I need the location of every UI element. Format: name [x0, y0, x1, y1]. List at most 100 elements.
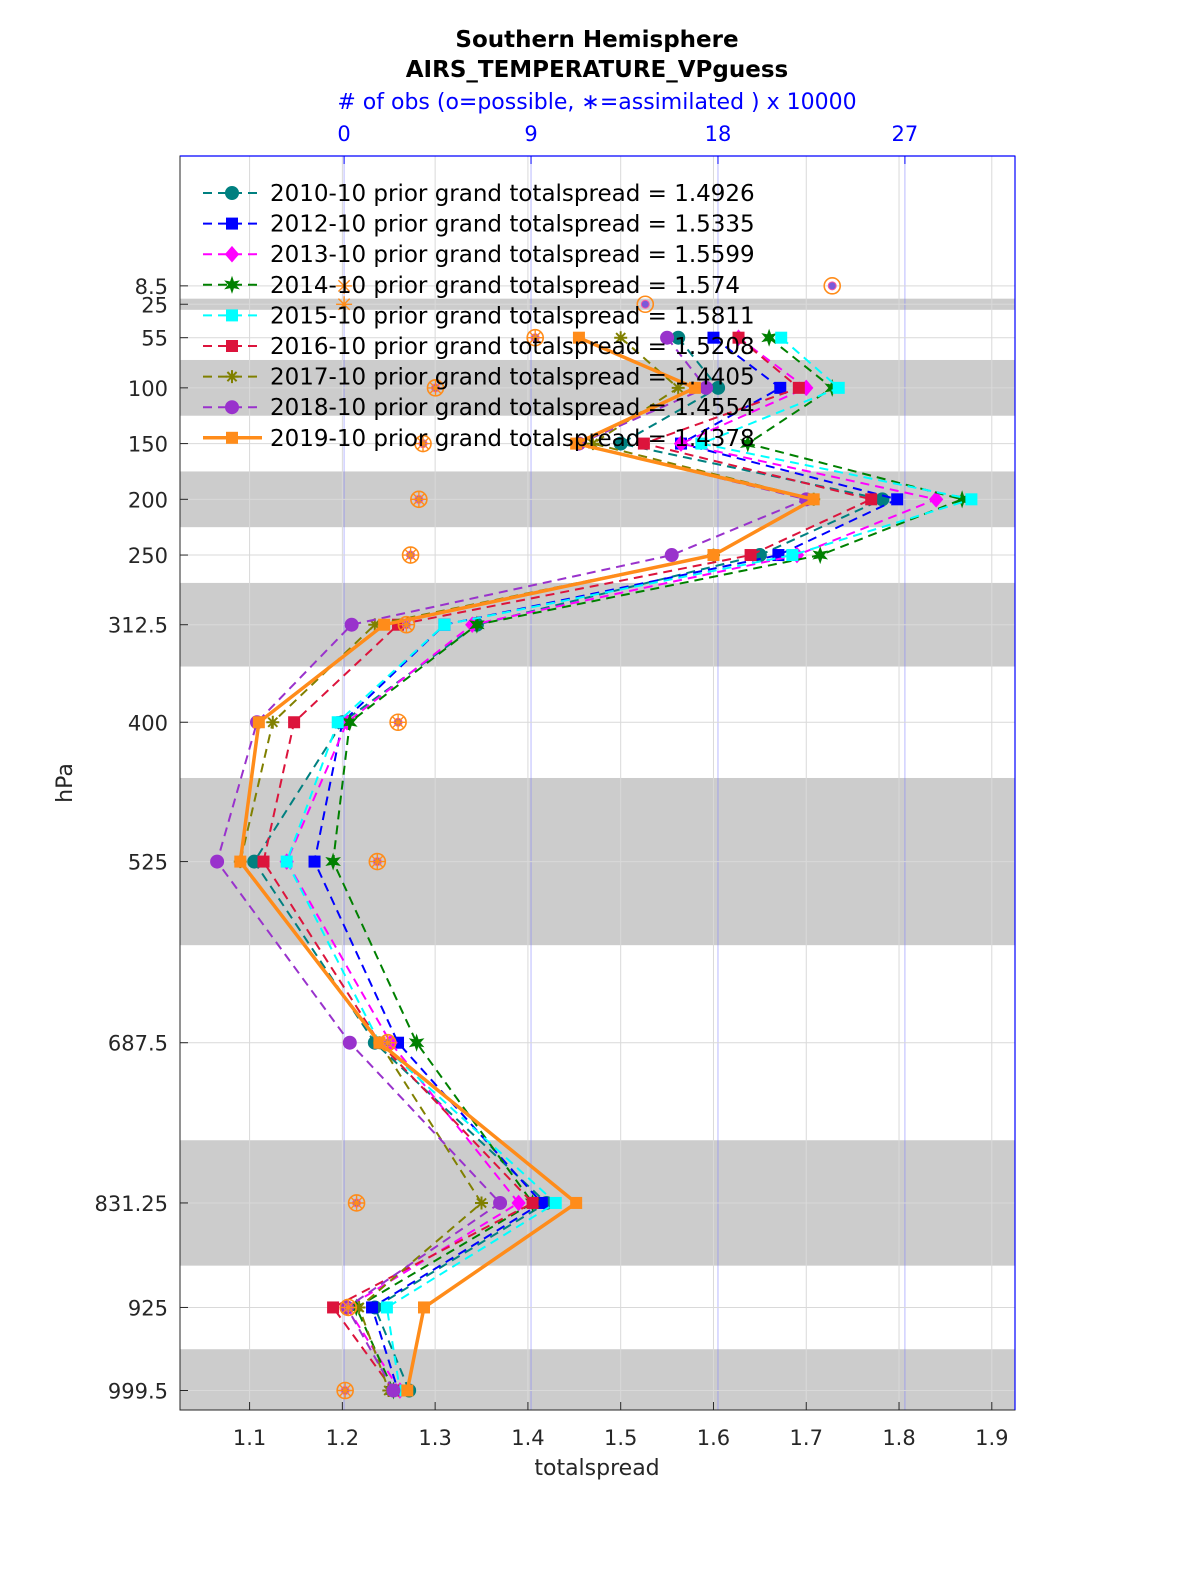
- x-tick-label: 1.1: [233, 1426, 266, 1450]
- data-point: [891, 493, 904, 506]
- data-point: [344, 617, 359, 632]
- data-point: [792, 381, 805, 394]
- obs-assimilated-marker: [337, 1382, 354, 1399]
- data-point: [526, 1196, 539, 1209]
- legend-entry: 2015-10 prior grand totalspread = 1.5811: [270, 303, 755, 329]
- legend-marker: [226, 340, 238, 352]
- data-point: [739, 434, 756, 453]
- data-point: [257, 855, 270, 868]
- legend-entry: 2010-10 prior grand totalspread = 1.4926: [270, 181, 755, 207]
- legend-entry: 2019-10 prior grand totalspread = 1.4378: [270, 426, 755, 452]
- data-point: [772, 549, 785, 562]
- y-tick-label: 55: [141, 327, 168, 351]
- legend-entry: 2016-10 prior grand totalspread = 1.5208: [270, 334, 755, 360]
- legend-entry: 2018-10 prior grand totalspread = 1.4554: [270, 395, 755, 421]
- data-point: [418, 1301, 431, 1314]
- x-tick-label: 1.6: [697, 1426, 730, 1450]
- top-axis-label: # of obs (o=possible, ∗=assimilated ) x …: [337, 90, 856, 115]
- legend-marker: [225, 186, 239, 200]
- data-point: [342, 1035, 357, 1050]
- legend-marker: [226, 431, 238, 444]
- series-layer: [210, 328, 978, 1400]
- obs-assimilated-marker: [369, 853, 386, 870]
- legend-marker: [226, 309, 238, 322]
- obs-assimilated-marker: [379, 1034, 396, 1051]
- top-axis-ticks: 0 9 18 27: [337, 122, 918, 164]
- data-point: [352, 1301, 366, 1314]
- legend-entry: 2012-10 prior grand totalspread = 1.5335: [270, 212, 755, 238]
- data-point: [475, 1196, 488, 1210]
- legend-marker: [224, 275, 240, 294]
- obs-assimilated-marker: [390, 714, 407, 731]
- data-point: [252, 716, 265, 729]
- data-point: [807, 493, 820, 506]
- legend-entry: 2017-10 prior grand totalspread = 1.4405: [270, 365, 755, 391]
- data-point: [775, 331, 788, 344]
- data-point: [308, 855, 321, 868]
- x-axis-ticks: 1.1 1.2 1.3 1.4 1.5 1.6 1.7 1.8 1.9: [233, 1402, 1009, 1450]
- data-point: [732, 331, 745, 344]
- y-tick-label: 200: [128, 488, 168, 512]
- obs-assimilated-marker: [415, 435, 431, 452]
- data-point: [266, 715, 280, 729]
- shaded-layer: [180, 1349, 1015, 1410]
- x-tick-label: 1.8: [882, 1426, 915, 1450]
- data-point: [280, 855, 293, 868]
- legend: 2010-10 prior grand totalspread = 1.4926…: [203, 181, 755, 452]
- chart-subtitle: AIRS_TEMPERATURE_VPguess: [406, 57, 788, 83]
- data-point: [438, 618, 451, 631]
- series-line: [313, 336, 901, 1391]
- series-line: [285, 336, 976, 1391]
- data-point: [688, 381, 701, 394]
- obs-assimilated-marker: [336, 277, 353, 294]
- data-point: [386, 1383, 401, 1398]
- top-tick-label: 27: [892, 122, 919, 146]
- legend-marker: [224, 245, 240, 263]
- data-point: [327, 1301, 340, 1314]
- data-point: [570, 1196, 583, 1209]
- data-point: [613, 436, 628, 451]
- data-point: [928, 491, 944, 508]
- y-tick-label: 925: [128, 1296, 168, 1320]
- data-point: [511, 1194, 526, 1212]
- data-point: [671, 381, 685, 395]
- data-point: [707, 331, 720, 344]
- x-tick-label: 1.3: [418, 1426, 451, 1450]
- data-point: [401, 1384, 414, 1397]
- obs-assimilated-marker: [336, 296, 353, 313]
- y-tick-label: 400: [128, 711, 168, 735]
- y-tick-label: 150: [128, 433, 168, 457]
- y-tick-label: 25: [141, 293, 168, 317]
- data-point: [786, 549, 799, 562]
- legend-marker: [225, 370, 239, 384]
- data-point: [673, 435, 689, 452]
- obs-assimilated-marker: [348, 1195, 365, 1211]
- y-tick-label: 8.5: [135, 275, 168, 299]
- y-tick-label: 687.5: [108, 1032, 168, 1056]
- data-point: [572, 331, 585, 344]
- legend-entry: 2013-10 prior grand totalspread = 1.5599: [270, 242, 755, 268]
- y-axis-label: hPa: [53, 763, 78, 803]
- top-tick-label: 0: [337, 122, 350, 146]
- obs-assimilated-marker: [402, 547, 419, 564]
- data-point: [664, 548, 679, 563]
- data-point: [865, 493, 878, 506]
- data-point: [586, 437, 600, 451]
- data-point: [965, 493, 978, 506]
- data-point: [549, 1196, 562, 1209]
- legend-entry: 2014-10 prior grand totalspread = 1.574: [270, 273, 740, 299]
- obs-assimilated-marker: [398, 616, 415, 633]
- data-point: [234, 855, 247, 868]
- data-point: [325, 852, 341, 871]
- data-point: [331, 716, 344, 729]
- series-line: [285, 336, 940, 1392]
- data-point: [695, 437, 708, 450]
- y-tick-label: 250: [128, 544, 168, 568]
- data-point: [378, 618, 391, 631]
- data-point: [660, 330, 675, 345]
- series-line: [238, 336, 819, 1391]
- data-point: [570, 437, 583, 450]
- data-point: [774, 381, 787, 394]
- x-tick-label: 1.5: [604, 1426, 637, 1450]
